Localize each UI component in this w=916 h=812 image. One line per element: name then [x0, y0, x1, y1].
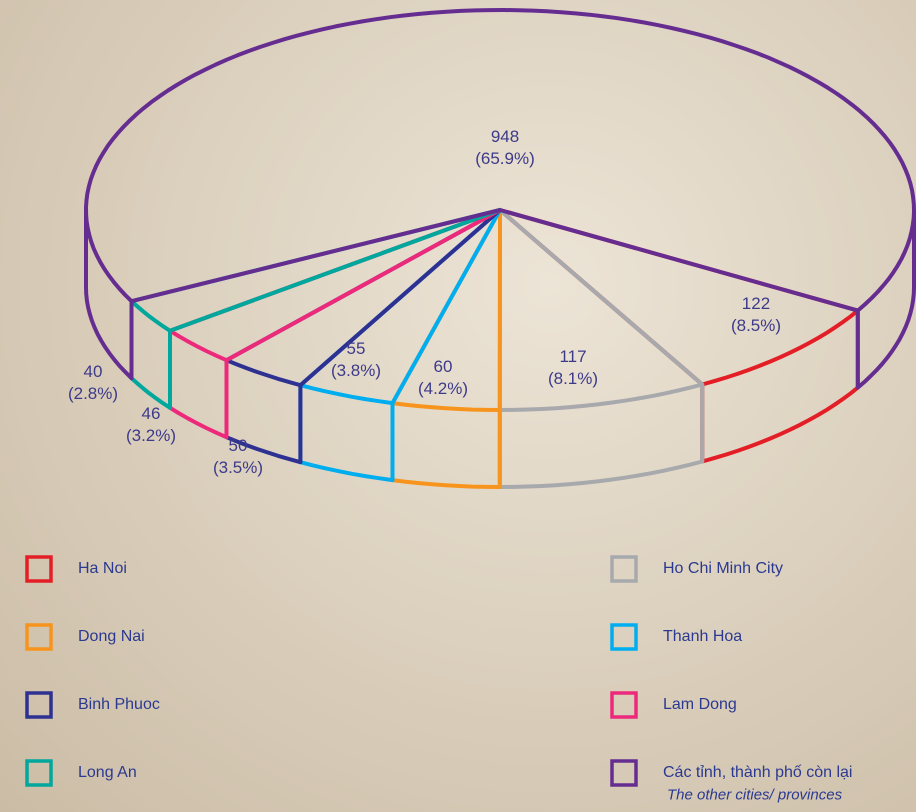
legend-label: Các tỉnh, thành phố còn lại — [663, 764, 853, 781]
legend-label: Thanh Hoa — [663, 628, 743, 645]
data-label: 60 (4.2%) — [417, 357, 469, 398]
pie-slice — [84, 8, 916, 390]
pie-slice — [298, 208, 502, 483]
pie-slice — [390, 208, 502, 489]
legend-swatch — [610, 555, 638, 583]
data-label: 46 (3.2%) — [125, 404, 177, 445]
legend-swatch — [25, 759, 53, 787]
data-label: 117 (8.1%) — [547, 347, 599, 388]
legend-swatch — [25, 555, 53, 583]
legend-label: Ha Noi — [78, 560, 127, 577]
legend-label-translation: The other cities/ provinces — [667, 786, 843, 804]
pie-slice — [497, 208, 705, 489]
data-label: 50 (3.5%) — [212, 436, 264, 477]
pie-slice — [498, 208, 860, 464]
data-label: 55 (3.8%) — [330, 339, 382, 380]
legend-swatch — [610, 623, 638, 651]
legend-swatch — [610, 759, 638, 787]
data-label: 122 (8.5%) — [730, 294, 782, 335]
legend-label: Ho Chi Minh City — [663, 560, 784, 577]
legend-swatch — [25, 623, 53, 651]
legend-label: Long An — [78, 764, 137, 781]
legend-label: Dong Nai — [78, 628, 145, 645]
legend-swatch — [25, 691, 53, 719]
pie-slice — [168, 208, 502, 440]
data-label: 40 (2.8%) — [67, 362, 119, 403]
legend-label: Lam Dong — [663, 696, 737, 713]
pie-slice — [224, 208, 502, 465]
data-label: 948 (65.9%) — [475, 127, 535, 168]
legend-label: Binh Phuoc — [78, 696, 160, 713]
legend-swatch — [610, 691, 638, 719]
